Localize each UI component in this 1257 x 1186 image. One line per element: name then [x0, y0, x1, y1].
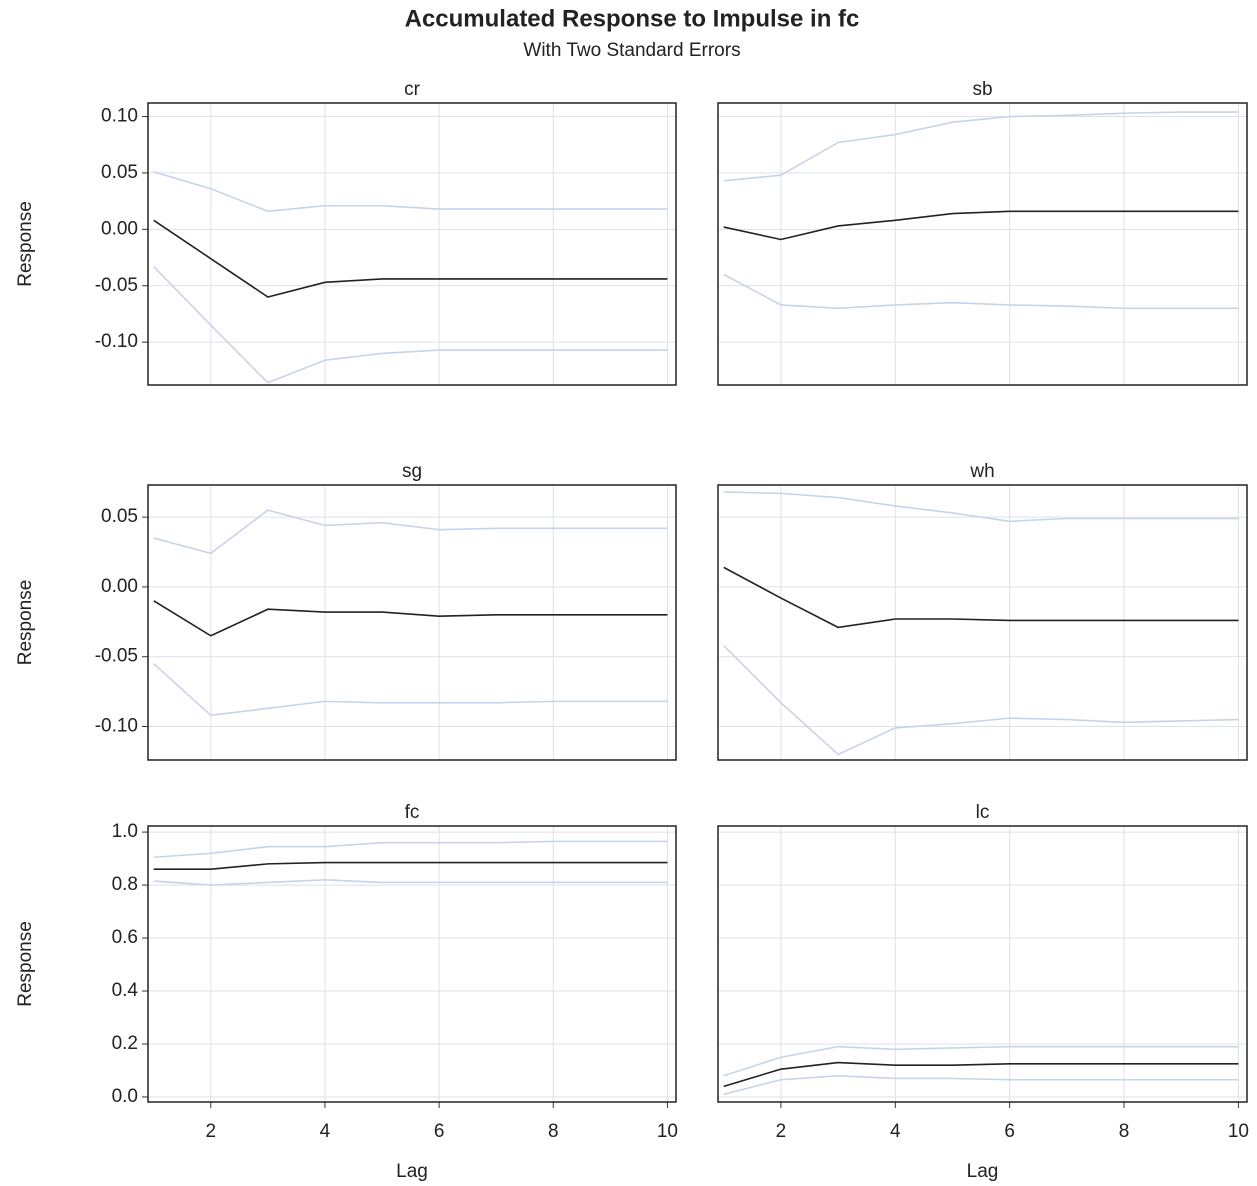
panel-title: lc: [976, 802, 990, 823]
x-tick-label: 8: [1119, 1121, 1130, 1142]
x-axis-label: Lag: [396, 1161, 428, 1182]
plot-frame: [717, 102, 1248, 386]
series-line: [153, 878, 668, 886]
plot-frame: [147, 102, 677, 386]
plot-frame: [147, 825, 677, 1103]
x-tick-label: 6: [1004, 1121, 1015, 1142]
panel-title: sg: [402, 461, 422, 482]
x-axis-label: Lag: [967, 1161, 999, 1182]
y-tick-label: 0.2: [112, 1033, 138, 1054]
y-tick-label: -0.10: [95, 716, 138, 737]
y-tick-label: 0.05: [101, 162, 138, 183]
series-line: [723, 1045, 1239, 1077]
y-tick-label: 0.10: [101, 106, 138, 127]
chart-subtitle: With Two Standard Errors: [523, 40, 740, 61]
series-line: [153, 509, 668, 555]
x-tick-label: 4: [890, 1121, 901, 1142]
series-line: [723, 1074, 1239, 1096]
series-line: [153, 840, 668, 859]
y-axis-label: Response: [15, 201, 36, 287]
series-line: [723, 273, 1239, 310]
y-axis-label: Response: [15, 921, 36, 1007]
series-line: [723, 111, 1239, 182]
y-tick-label: 0.6: [112, 927, 138, 948]
y-tick-label: 1.0: [112, 821, 138, 842]
panel-title: wh: [969, 461, 994, 482]
x-tick-label: 2: [206, 1121, 217, 1142]
series-line: [723, 491, 1239, 523]
y-tick-label: 0.05: [101, 506, 138, 527]
plot-frame: [717, 825, 1248, 1103]
series-line: [153, 219, 668, 298]
x-tick-label: 8: [548, 1121, 559, 1142]
series-line: [153, 171, 668, 213]
series-line: [723, 566, 1239, 629]
y-tick-label: 0.4: [112, 980, 139, 1001]
y-tick-label: 0.8: [112, 874, 138, 895]
y-axis-label: Response: [15, 580, 36, 666]
y-tick-label: 0.00: [101, 218, 138, 239]
series-line: [723, 210, 1239, 241]
y-tick-label: -0.05: [95, 275, 138, 296]
plot-frame: [717, 484, 1248, 761]
plot-frame: [147, 484, 677, 761]
x-tick-label: 4: [320, 1121, 331, 1142]
x-tick-label: 2: [776, 1121, 787, 1142]
y-tick-label: 0.00: [101, 576, 138, 597]
x-tick-label: 6: [434, 1121, 445, 1142]
x-tick-label: 10: [657, 1121, 678, 1142]
series-line: [723, 1061, 1239, 1088]
series-line: [153, 600, 668, 637]
x-tick-label: 10: [1228, 1121, 1249, 1142]
y-tick-label: 0.0: [112, 1086, 138, 1107]
chart-title: Accumulated Response to Impulse in fc: [405, 5, 860, 32]
series-line: [723, 644, 1239, 756]
series-line: [153, 861, 668, 870]
panel-title: fc: [405, 802, 420, 823]
series-line: [153, 266, 668, 384]
panel-title: cr: [404, 79, 421, 100]
y-tick-label: -0.10: [95, 331, 138, 352]
panel-title: sb: [972, 79, 992, 100]
series-line: [153, 663, 668, 717]
y-tick-label: -0.05: [95, 646, 138, 667]
